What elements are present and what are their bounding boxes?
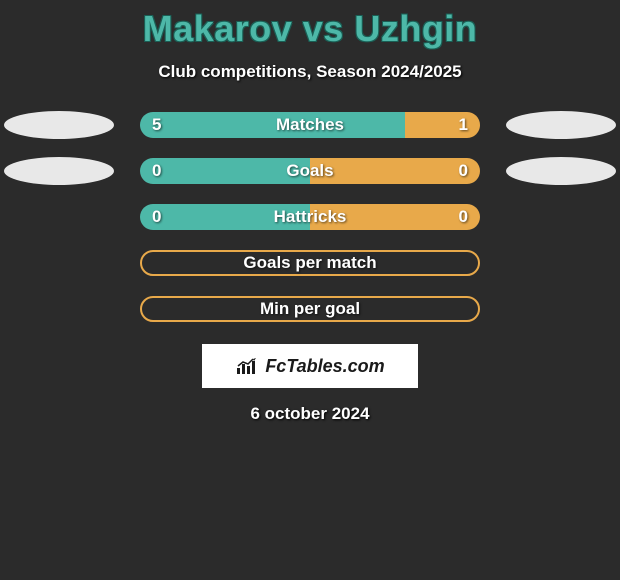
left-value: 5 <box>152 115 161 135</box>
page-title: Makarov vs Uzhgin <box>0 0 620 50</box>
bar-label: Min per goal <box>260 299 360 319</box>
bar-fill-left: 0 <box>140 204 310 230</box>
bar-fill-right: 1 <box>405 112 480 138</box>
logo-text: FcTables.com <box>265 356 384 377</box>
right-value: 1 <box>459 115 468 135</box>
right-value: 0 <box>459 161 468 181</box>
stat-bar: 00Hattricks <box>140 204 480 230</box>
left-value: 0 <box>152 161 161 181</box>
left-value: 0 <box>152 207 161 227</box>
stat-row: 51Matches <box>0 110 620 140</box>
stat-row: 00Hattricks <box>0 202 620 232</box>
logo-box: FcTables.com <box>202 344 418 388</box>
bar-fill-right: 0 <box>310 204 480 230</box>
stat-row: Goals per match <box>0 248 620 278</box>
player-marker-left <box>4 111 114 139</box>
date: 6 october 2024 <box>0 404 620 424</box>
bar-fill-right: 0 <box>310 158 480 184</box>
stat-bar-outline: Min per goal <box>140 296 480 322</box>
stat-row: 00Goals <box>0 156 620 186</box>
player-marker-right <box>506 157 616 185</box>
bar-fill-left: 5 <box>140 112 405 138</box>
player-marker-right <box>506 111 616 139</box>
stat-bar: 00Goals <box>140 158 480 184</box>
player-marker-left <box>4 157 114 185</box>
stat-row: Min per goal <box>0 294 620 324</box>
stat-bar: 51Matches <box>140 112 480 138</box>
chart-icon <box>235 357 259 375</box>
stats-container: 51Matches00Goals00HattricksGoals per mat… <box>0 110 620 340</box>
stat-bar-outline: Goals per match <box>140 250 480 276</box>
bar-fill-left: 0 <box>140 158 310 184</box>
subtitle: Club competitions, Season 2024/2025 <box>0 62 620 82</box>
right-value: 0 <box>459 207 468 227</box>
bar-label: Goals per match <box>243 253 376 273</box>
